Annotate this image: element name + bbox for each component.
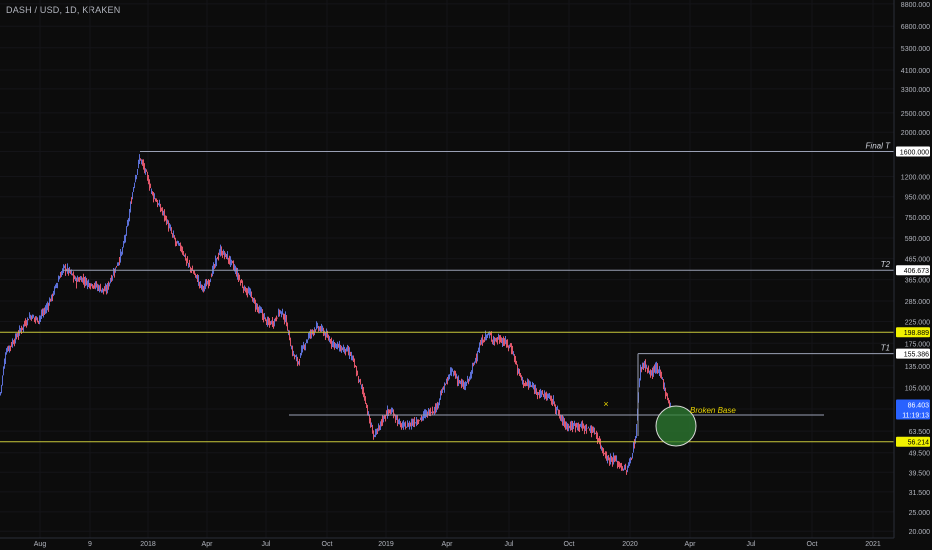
level-price-badge: 155.386 xyxy=(904,352,929,359)
level-label: Final T xyxy=(866,142,892,151)
time-axis-bg xyxy=(0,538,932,550)
price-tick-label: 590.000 xyxy=(905,236,930,243)
time-tick-label: 2018 xyxy=(140,541,156,548)
candle-series xyxy=(0,154,671,475)
time-tick-label: Apr xyxy=(202,541,214,548)
annotations: Broken Base × xyxy=(603,399,736,447)
price-tick-label: 2500.000 xyxy=(901,111,930,118)
time-tick-label: 2019 xyxy=(378,541,394,548)
chart-title: DASH / USD, 1D, KRAKEN xyxy=(6,5,121,15)
base-label: Broken Base xyxy=(690,406,736,415)
price-tick-label: 8800.000 xyxy=(901,2,930,9)
price-tick-label: 225.000 xyxy=(905,320,930,327)
current-price-value: 86.403 xyxy=(908,402,930,409)
price-tick-label: 5300.000 xyxy=(901,46,930,53)
price-tick-label: 750.000 xyxy=(905,215,930,222)
price-tick-label: 63.500 xyxy=(909,429,931,436)
chart-grid xyxy=(0,0,894,538)
price-tick-label: 3300.000 xyxy=(901,87,930,94)
price-badges: 1600.000 406.673 198.889 155.386 56.214 86.40… xyxy=(896,146,930,447)
price-tick-label: 365.000 xyxy=(905,278,930,285)
price-tick-label: 175.000 xyxy=(905,341,930,348)
price-tick-label: 25.000 xyxy=(909,510,931,517)
level-price-badge-bg xyxy=(896,436,930,447)
price-tick-label: 1200.000 xyxy=(901,174,930,181)
time-tick-label: 9 xyxy=(88,541,92,548)
time-tick-label: Oct xyxy=(322,541,333,548)
time-tick-label: 2020 xyxy=(622,541,638,548)
level-price-badge: 1600.000 xyxy=(900,150,929,157)
highlight-circle xyxy=(655,405,697,447)
level-label: T1 xyxy=(881,344,890,353)
price-tick-label: 39.500 xyxy=(909,470,931,477)
price-tick-label: 6800.000 xyxy=(901,24,930,31)
annotation-marker: × xyxy=(603,399,608,409)
level-label: T2 xyxy=(881,260,891,269)
time-tick-label: 2021 xyxy=(865,541,881,548)
price-tick-label: 2000.000 xyxy=(901,130,930,137)
price-tick-label: 135.000 xyxy=(905,364,930,371)
time-tick-label: Apr xyxy=(442,541,454,548)
level-price-badge: 198.889 xyxy=(904,330,929,337)
level-lines: Final T T2 T1 xyxy=(0,142,894,443)
level-price-badge-bg xyxy=(896,265,930,276)
level-price-badge-bg xyxy=(896,327,930,338)
time-tick-label: Oct xyxy=(564,541,575,548)
time-tick-label: Oct xyxy=(807,541,818,548)
time-axis: Aug 9 2018 Apr Jul Oct 2019 Apr Jul Oct 2020 Apr Jul… xyxy=(0,537,932,550)
price-tick-label: 105.000 xyxy=(905,386,930,393)
level-price-badge-bg xyxy=(896,146,930,157)
level-price-badge: 56.214 xyxy=(908,440,930,447)
time-tick-label: Apr xyxy=(685,541,697,548)
price-tick-label: 31.500 xyxy=(909,490,931,497)
time-tick-label: Jul xyxy=(505,541,514,548)
time-tick-label: Aug xyxy=(34,541,47,548)
time-tick-label: Jul xyxy=(262,541,271,548)
level-price-badge: 406.673 xyxy=(904,268,929,275)
price-tick-label: 4100.000 xyxy=(901,68,930,75)
price-tick-label: 49.500 xyxy=(909,451,931,458)
level-price-badge-bg xyxy=(896,348,930,359)
time-tick-label: Jul xyxy=(747,541,756,548)
current-price-countdown: 11:19:13 xyxy=(902,412,929,419)
current-price-badge xyxy=(896,399,930,420)
price-tick-label: 285.000 xyxy=(905,299,930,306)
price-tick-label: 20.000 xyxy=(909,529,931,536)
price-tick-label: 465.000 xyxy=(905,257,930,264)
price-tick-label: 950.000 xyxy=(905,195,930,202)
